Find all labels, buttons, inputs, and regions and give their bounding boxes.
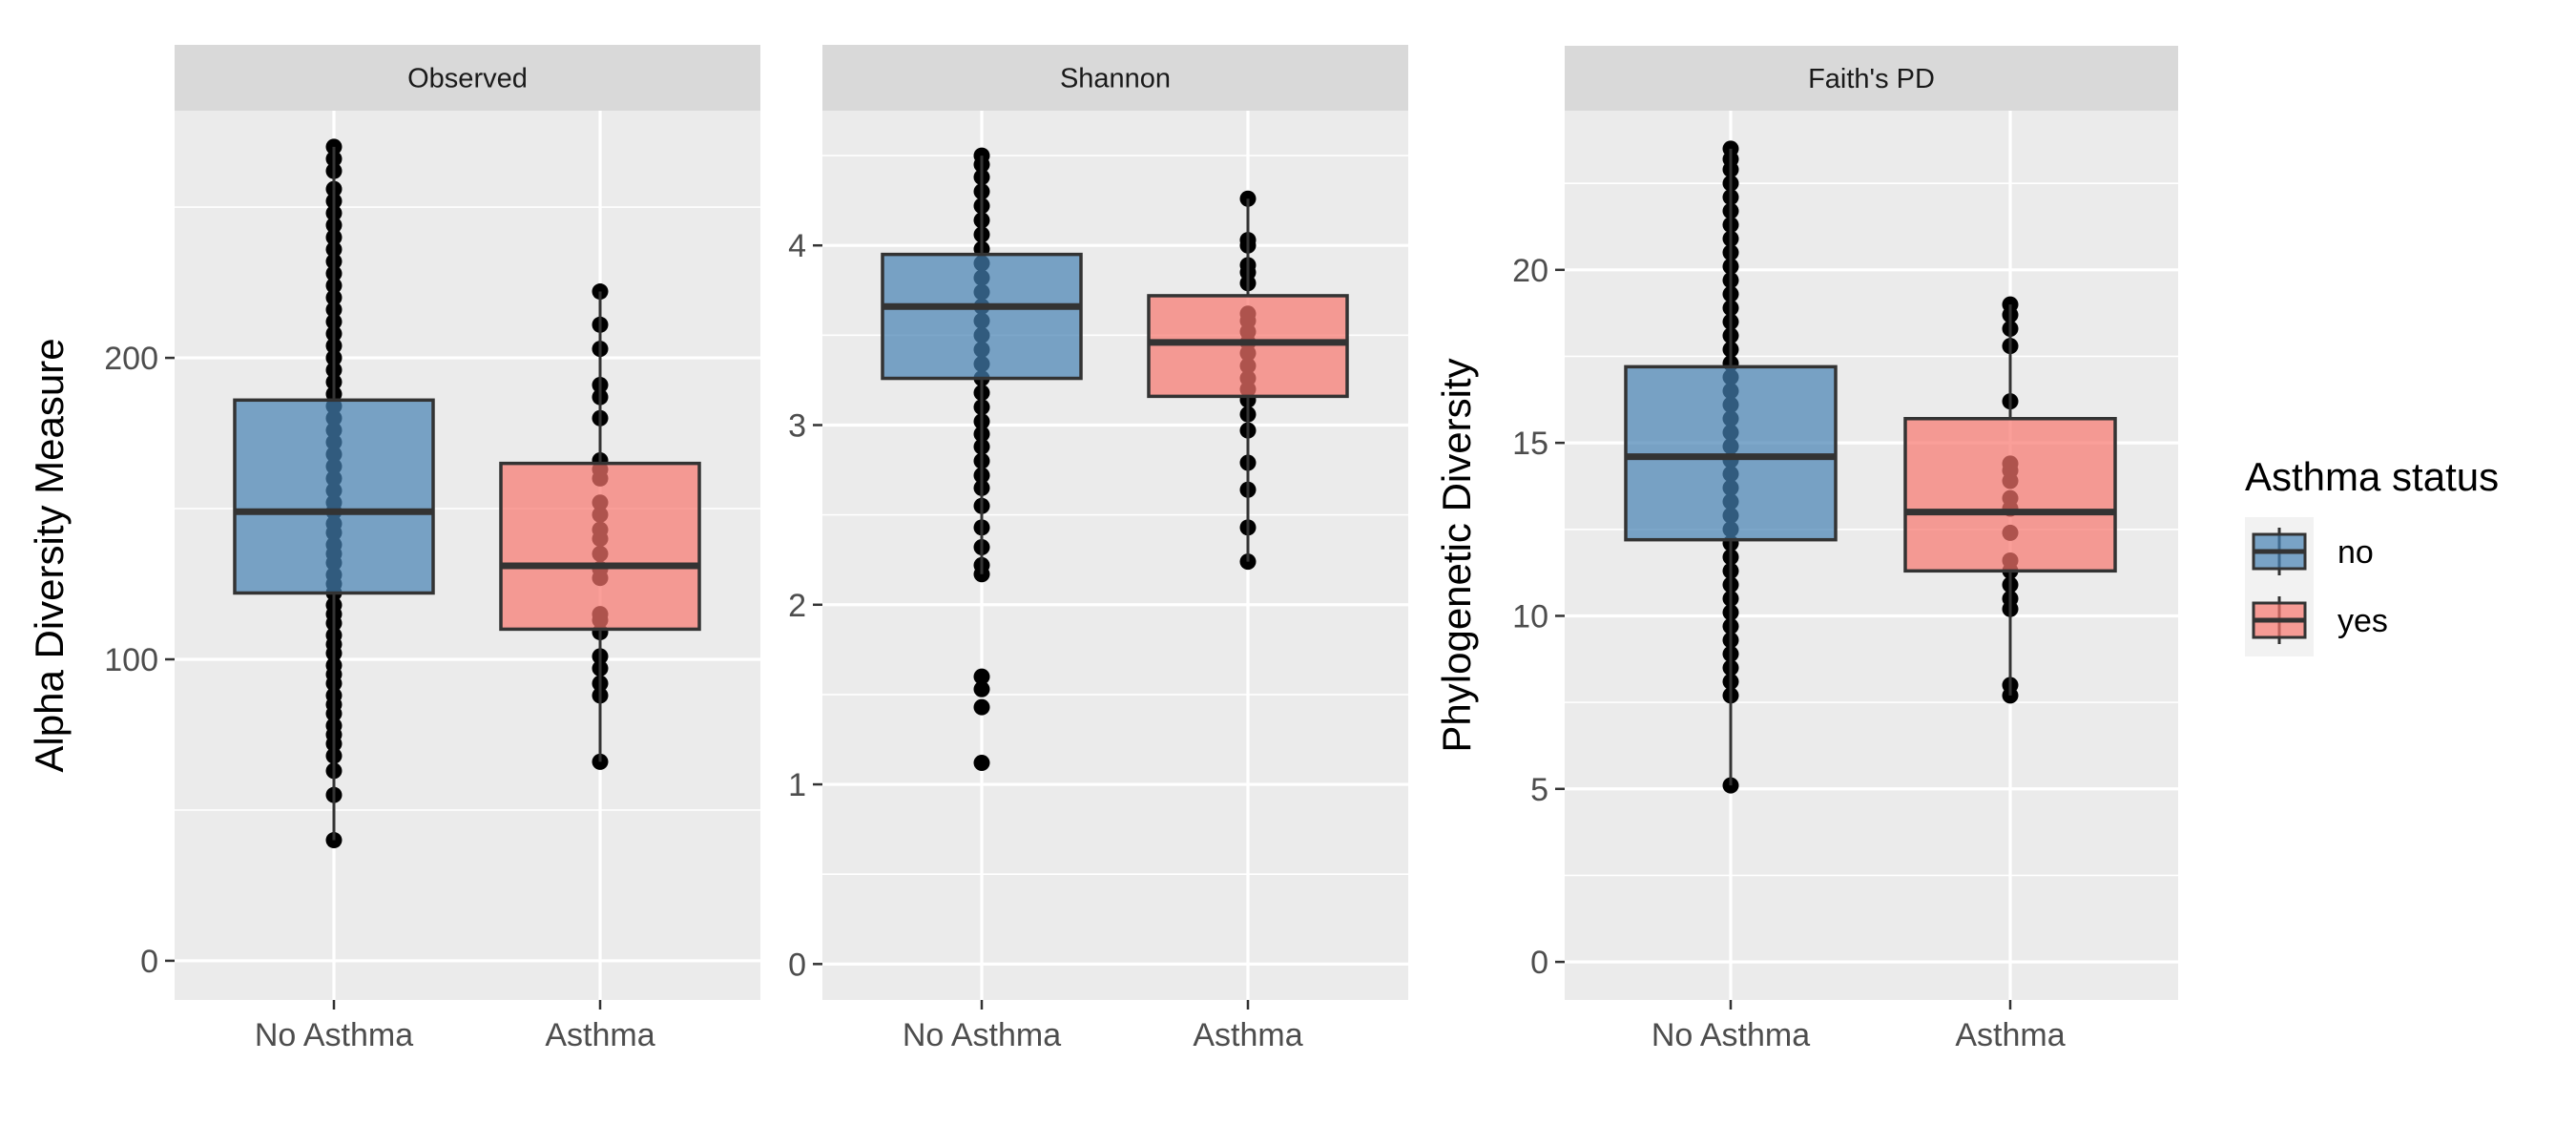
x-tick-label: Asthma <box>545 1017 654 1053</box>
box-iqr <box>1624 364 1838 542</box>
box-yes <box>1903 304 2117 696</box>
y-tick-label: 20 <box>1512 253 1548 289</box>
y-axis-title: Phylogenetic Diversity <box>1434 358 1479 752</box>
y-tick-label: 0 <box>1530 945 1548 981</box>
facet-title: Observed <box>407 64 528 94</box>
x-tick-label: No Asthma <box>255 1017 413 1053</box>
x-tick-label: No Asthma <box>903 1017 1061 1053</box>
legend-item-no: no <box>2252 528 2374 575</box>
box-yes <box>499 291 701 762</box>
facet-panel-2: 0 1 2 3 4 Shannon No Asthma Asthma <box>788 45 1408 1053</box>
facet-title: Shannon <box>1060 64 1171 94</box>
y-tick-label: 15 <box>1512 426 1548 462</box>
box-no <box>1624 148 1838 786</box>
box-no <box>881 156 1083 574</box>
y-tick-label: 100 <box>104 642 158 678</box>
box-no <box>233 146 435 841</box>
y-tick-label: 1 <box>788 767 806 803</box>
x-tick-label: Asthma <box>1955 1017 2065 1053</box>
box-iqr <box>881 252 1083 381</box>
y-tick-label: 200 <box>104 341 158 377</box>
y-tick-label: 2 <box>788 588 806 624</box>
legend-label: yes <box>2337 603 2388 639</box>
facet-panel-1: 0 100 200 Observed No Asthma Asthma Alpha Dive… <box>27 45 760 1053</box>
legend-item-yes: yes <box>2252 596 2388 644</box>
box-iqr <box>1147 294 1349 399</box>
box-yes <box>1147 198 1349 562</box>
x-tick-label: No Asthma <box>1652 1017 1810 1053</box>
y-tick-label: 3 <box>788 407 806 444</box>
legend-label: no <box>2337 534 2374 571</box>
legend-title: Asthma status <box>2245 454 2499 499</box>
y-tick-label: 10 <box>1512 598 1548 635</box>
y-tick-label: 0 <box>788 947 806 983</box>
data-point <box>973 680 990 697</box>
facet-strip <box>1565 46 2178 111</box>
y-tick-label: 5 <box>1530 772 1548 808</box>
facet-title: Faith's PD <box>1808 64 1935 94</box>
data-point <box>973 754 990 771</box>
y-tick-label: 4 <box>788 228 806 264</box>
y-tick-label: 0 <box>140 944 158 980</box>
y-axis-title: Alpha Diversity Measure <box>27 338 72 772</box>
facet-strip <box>822 45 1408 111</box>
data-point <box>973 698 990 716</box>
box-iqr <box>499 461 701 632</box>
facet-strip <box>175 45 760 111</box>
box-iqr <box>233 398 435 595</box>
data-point <box>973 668 990 685</box>
legend: Asthma status no yes <box>2245 454 2499 656</box>
x-tick-label: Asthma <box>1193 1017 1302 1053</box>
facet-panel-3: 0 5 10 15 20 Faith's PD No Asthma Asthma Phyloge… <box>1434 46 2178 1053</box>
box-iqr <box>1903 417 2117 573</box>
